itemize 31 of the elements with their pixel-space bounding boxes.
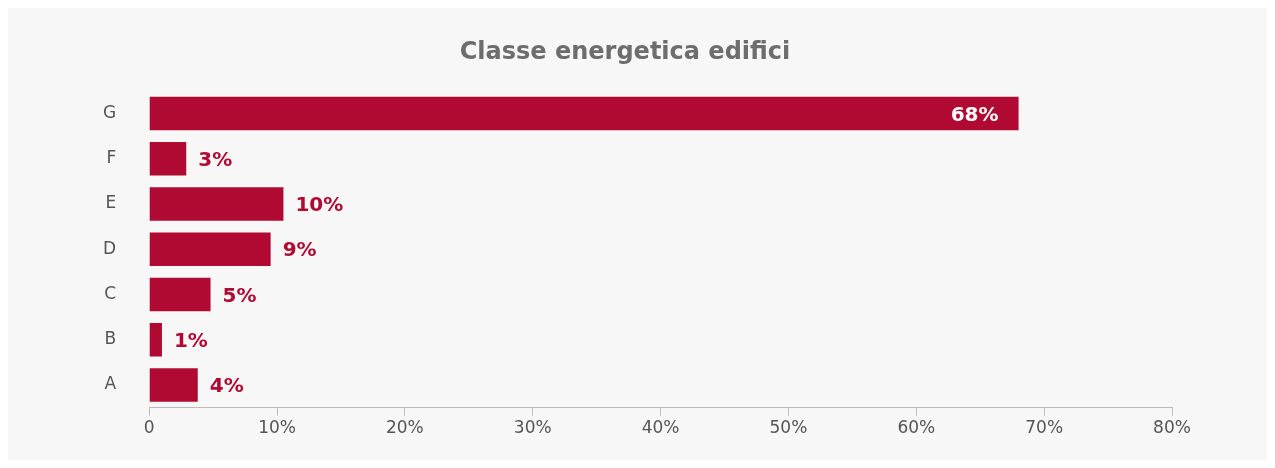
data-label: 3%: [198, 146, 233, 171]
y-tick-label: C: [104, 282, 117, 303]
x-tick-label: 50%: [769, 417, 808, 438]
bar: [149, 368, 198, 402]
x-tick-label: 20%: [385, 417, 424, 438]
y-tick-label: A: [104, 373, 117, 394]
x-tick-label: 0: [143, 417, 155, 438]
data-label: 1%: [173, 327, 208, 352]
x-tick-label: 80%: [1153, 417, 1191, 438]
y-tick-label: D: [103, 237, 117, 258]
bar: [149, 96, 1019, 131]
y-tick-label: B: [104, 328, 117, 349]
x-tick-label: 40%: [641, 417, 680, 438]
bar: [149, 232, 271, 266]
data-label: 9%: [282, 237, 317, 262]
y-tick-label: F: [106, 147, 117, 168]
data-label: 5%: [222, 282, 257, 307]
bar: [149, 322, 162, 357]
y-tick-label: E: [105, 192, 117, 213]
x-tick-label: 70%: [1025, 417, 1064, 438]
data-label: 68%: [950, 101, 999, 126]
chart-title: Classe energetica edifici: [459, 36, 791, 65]
x-tick-label: 30%: [513, 417, 552, 438]
bar: [149, 187, 284, 221]
x-tick-label: 10%: [258, 417, 296, 438]
x-tick-label: 60%: [897, 417, 936, 438]
y-tick-label: G: [102, 101, 117, 122]
data-label: 10%: [295, 192, 344, 217]
data-label: 4%: [209, 373, 244, 398]
bar: [149, 141, 187, 176]
bar: [149, 277, 211, 312]
